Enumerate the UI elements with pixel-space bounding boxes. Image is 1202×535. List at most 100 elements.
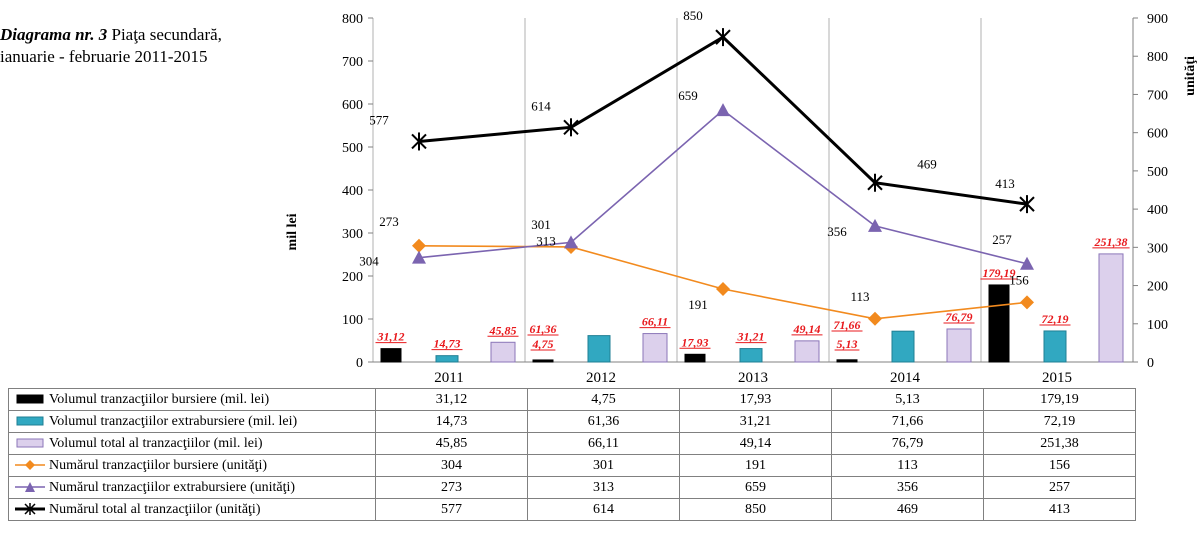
data-table-cell: 5,13 xyxy=(831,388,984,411)
bar-data-label: 14,73 xyxy=(434,337,461,351)
bar-2 xyxy=(435,355,459,363)
bar-3 xyxy=(642,333,668,363)
data-table: Volumul tranzacţiilor bursiere (mil. lei… xyxy=(8,388,1136,521)
line-data-label: 577 xyxy=(369,112,389,127)
line-data-label: 301 xyxy=(531,217,551,232)
right-tick-label: 500 xyxy=(1147,165,1168,180)
legend-key xyxy=(13,437,47,449)
legend-entry: Volumul tranzacţiilor bursiere (mil. lei… xyxy=(8,388,376,411)
category-label: 2012 xyxy=(586,370,616,386)
data-table-cell: 313 xyxy=(527,476,680,499)
data-table-cell: 113 xyxy=(831,454,984,477)
bar-data-label: 4,75 xyxy=(532,337,554,351)
triangle-marker xyxy=(564,235,578,249)
bar-1 xyxy=(988,284,1010,363)
data-table-cell: 17,93 xyxy=(679,388,832,411)
data-table-cell: 66,11 xyxy=(527,432,680,455)
left-tick-label: 200 xyxy=(342,270,363,285)
bar-3 xyxy=(490,341,516,363)
line-data-label: 313 xyxy=(536,233,556,248)
line-data-label: 413 xyxy=(995,176,1015,191)
data-table-cell: 14,73 xyxy=(375,410,528,433)
bar-2 xyxy=(739,348,763,363)
triangle-marker xyxy=(1020,256,1034,270)
diamond-marker xyxy=(868,311,882,326)
data-table-cell: 469 xyxy=(831,498,984,521)
line-data-label: 850 xyxy=(683,8,703,23)
bar-data-label: 66,11 xyxy=(642,315,668,329)
legend-label: Numărul tranzacţiilor bursiere (unităţi) xyxy=(49,457,268,473)
bar-data-label: 45,85 xyxy=(489,323,517,337)
right-tick-label: 0 xyxy=(1147,356,1154,371)
data-table-cell: 273 xyxy=(375,476,528,499)
left-tick-label: 500 xyxy=(342,141,363,156)
bar-1 xyxy=(532,359,554,363)
line-data-label: 304 xyxy=(359,254,379,269)
bar-2 xyxy=(587,335,611,363)
asterisk-marker xyxy=(563,118,579,137)
left-tick-label: 100 xyxy=(342,313,363,328)
data-table-cell: 191 xyxy=(679,454,832,477)
bar-data-label: 76,79 xyxy=(946,310,973,324)
data-table-cell: 179,19 xyxy=(983,388,1136,411)
category-label: 2013 xyxy=(738,370,768,386)
bar-data-label: 31,21 xyxy=(737,330,765,344)
legend-label: Numărul total al tranzacţiilor (unităţi) xyxy=(49,501,261,517)
data-table-row: Numărul tranzacţiilor bursiere (unităţi)… xyxy=(8,454,1136,477)
line-data-label: 113 xyxy=(850,289,869,304)
legend-entry: Numărul tranzacţiilor extrabursiere (uni… xyxy=(8,476,376,499)
right-tick-label: 400 xyxy=(1147,203,1168,218)
bar-data-label: 251,38 xyxy=(1094,235,1128,249)
legend-label: Volumul total al tranzacţiilor (mil. lei… xyxy=(49,435,263,451)
data-table-cell: 156 xyxy=(983,454,1136,477)
bar-data-label: 179,19 xyxy=(983,266,1016,280)
left-tick-label: 0 xyxy=(356,356,363,371)
data-table-row: Volumul tranzacţiilor bursiere (mil. lei… xyxy=(8,388,1136,411)
left-tick-label: 800 xyxy=(342,12,363,27)
data-table-cell: 301 xyxy=(527,454,680,477)
legend-entry: Numărul tranzacţiilor bursiere (unităţi) xyxy=(8,454,376,477)
data-table-cell: 61,36 xyxy=(527,410,680,433)
legend-entry: Volumul tranzacţiilor extrabursiere (mil… xyxy=(8,410,376,433)
bar-data-label: 61,36 xyxy=(530,322,557,336)
diamond-marker xyxy=(716,281,730,296)
chart: 0 100 200 300 400 500 600 700 800 0 100 200 300 400 50… xyxy=(285,8,1198,386)
left-tick-label: 400 xyxy=(342,184,363,199)
bar-data-label: 72,19 xyxy=(1042,312,1069,326)
bar-2 xyxy=(1043,330,1067,363)
asterisk-marker xyxy=(867,173,883,192)
right-tick-label: 800 xyxy=(1147,50,1168,65)
right-tick-label: 600 xyxy=(1147,127,1168,142)
data-table-cell: 31,12 xyxy=(375,388,528,411)
left-axis-title: mil lei xyxy=(285,213,300,250)
legend-label: Volumul tranzacţiilor bursiere (mil. lei… xyxy=(49,391,270,407)
line-data-label: 469 xyxy=(917,157,937,172)
line-data-label: 356 xyxy=(827,224,847,239)
data-table-cell: 76,79 xyxy=(831,432,984,455)
line-data-label: 257 xyxy=(992,232,1012,247)
right-tick-label: 700 xyxy=(1147,88,1168,103)
asterisk-marker xyxy=(411,132,427,151)
data-table-cell: 251,38 xyxy=(983,432,1136,455)
legend-key xyxy=(13,459,47,471)
data-table-cell: 4,75 xyxy=(527,388,680,411)
legend-key xyxy=(13,481,47,493)
data-table-cell: 577 xyxy=(375,498,528,521)
right-tick-label: 300 xyxy=(1147,241,1168,256)
data-table-row: Numărul tranzacţiilor extrabursiere (uni… xyxy=(8,476,1136,499)
data-table-cell: 257 xyxy=(983,476,1136,499)
legend-label: Numărul tranzacţiilor extrabursiere (uni… xyxy=(49,479,296,495)
left-tick-label: 300 xyxy=(342,227,363,242)
bar-data-label: 17,93 xyxy=(682,335,709,349)
data-table-row: Volumul total al tranzacţiilor (mil. lei… xyxy=(8,432,1136,455)
legend-key xyxy=(13,393,47,405)
bar-data-label: 5,13 xyxy=(837,337,858,351)
bar-2 xyxy=(891,330,915,363)
line-series-3 xyxy=(418,35,1028,206)
bar-1 xyxy=(684,353,706,363)
data-table-cell: 413 xyxy=(983,498,1136,521)
diamond-marker xyxy=(1020,295,1034,310)
category-label: 2011 xyxy=(434,370,463,386)
bar-data-label: 71,66 xyxy=(834,318,861,332)
bar-data-label: 49,14 xyxy=(793,322,821,336)
